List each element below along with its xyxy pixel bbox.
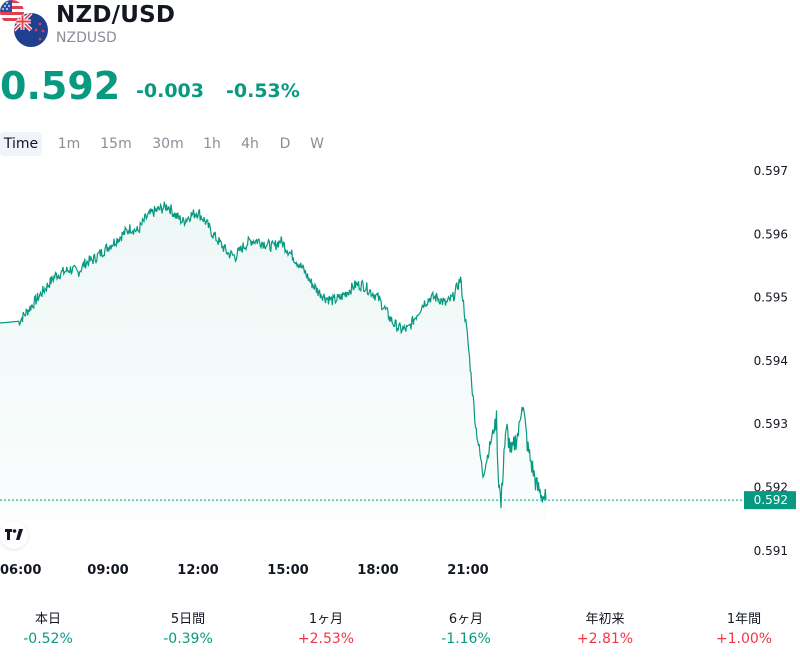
perf-value: -0.39% (163, 631, 213, 647)
perf-label: 年初来 (585, 612, 625, 627)
y-tick-label: 0.593 (754, 417, 788, 431)
price-chart[interactable]: 0.597 0.596 0.595 0.594 0.593 0.592 0.591 06:0… (0, 160, 800, 585)
last-price-tag: 0.592 (744, 491, 796, 510)
x-tick-label: 21:00 (447, 563, 488, 578)
performance-bar: 本日 -0.52% 5日間 -0.39% 1ヶ月 +2.53% 6ヶ月 -1.1… (0, 610, 800, 650)
tab-d[interactable]: D (279, 136, 291, 152)
y-tick-label: 0.597 (754, 164, 788, 178)
tab-4h[interactable]: 4h (241, 136, 259, 152)
x-tick-label: 06:00 (0, 563, 41, 578)
perf-label: 1ヶ月 (308, 612, 344, 627)
y-tick-label: 0.592 (754, 481, 788, 495)
perf-value: -1.16% (441, 631, 491, 647)
tab-30m[interactable]: 30m (152, 136, 184, 152)
y-tick-label: 0.596 (754, 227, 788, 241)
symbol-title: NZD/USD (56, 2, 176, 28)
tab-1m[interactable]: 1m (57, 136, 81, 152)
symbol-header: NZD/USD NZDUSD (0, 0, 800, 60)
perf-label: 6ヶ月 (448, 612, 484, 627)
perf-value: -0.52% (23, 631, 73, 647)
price-change: -0.003 (136, 80, 204, 102)
perf-1m[interactable]: 1ヶ月 +2.53% (266, 610, 386, 649)
perf-value: +2.81% (576, 631, 634, 647)
tradingview-logo-icon[interactable] (0, 521, 28, 549)
tab-1h[interactable]: 1h (203, 136, 221, 152)
perf-1y[interactable]: 1年間 +1.00% (684, 610, 800, 649)
perf-today[interactable]: 本日 -0.52% (0, 610, 108, 649)
perf-value: +2.53% (297, 631, 355, 647)
tab-time[interactable]: Time (0, 132, 42, 156)
x-tick-label: 15:00 (267, 563, 308, 578)
symbol-ticker: NZDUSD (56, 30, 117, 46)
y-tick-label: 0.595 (754, 291, 788, 305)
y-tick-label: 0.594 (754, 354, 788, 368)
tab-w[interactable]: W (310, 136, 324, 152)
perf-label: 5日間 (170, 612, 206, 627)
x-tick-label: 09:00 (87, 563, 128, 578)
perf-6m[interactable]: 6ヶ月 -1.16% (406, 610, 526, 649)
last-price-tag-label: 0.592 (754, 493, 788, 507)
last-price: 0.592 (0, 64, 121, 108)
perf-ytd[interactable]: 年初来 +2.81% (545, 610, 665, 649)
perf-value: +1.00% (715, 631, 773, 647)
tab-15m[interactable]: 15m (100, 136, 132, 152)
x-tick-label: 18:00 (357, 563, 398, 578)
x-axis: 06:00 09:00 12:00 15:00 18:00 21:00 (0, 563, 489, 578)
y-tick-label: 0.591 (754, 544, 788, 558)
x-tick-label: 12:00 (177, 563, 218, 578)
y-axis: 0.597 0.596 0.595 0.594 0.593 0.592 0.591 (754, 164, 788, 558)
perf-label: 1年間 (726, 612, 762, 627)
price-area-fill (0, 201, 546, 521)
price-change-percent: -0.53% (226, 80, 300, 102)
last-price-tag-bg (744, 491, 796, 510)
perf-label: 本日 (34, 612, 61, 627)
perf-5d[interactable]: 5日間 -0.39% (128, 610, 248, 649)
price-line (0, 201, 547, 509)
currency-flags-icon (0, 0, 50, 48)
